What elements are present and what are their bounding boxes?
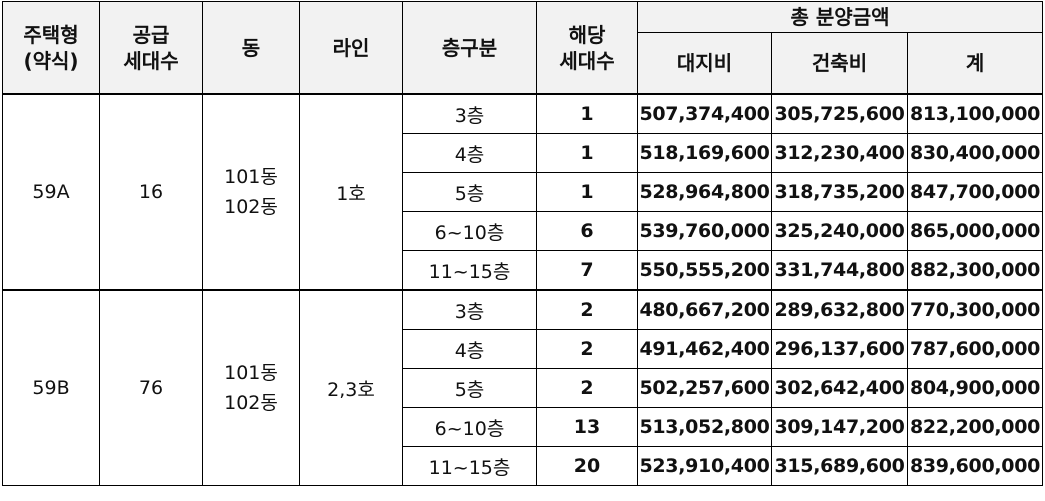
table-row: 5층 2 502,257,600 302,642,400 804,900,000 (3, 368, 1044, 408)
cell-units: 7 (536, 250, 638, 291)
group-59b: 59B 76 101동 102동 2,3호 3층 2 480,667,200 289,632,8… (2, 289, 1044, 486)
cell-dong: 101동 102동 (202, 289, 300, 486)
cell-supply: 16 (99, 93, 203, 291)
header-floor: 층구분 (402, 1, 537, 95)
cell-land: 550,555,200 (637, 250, 772, 291)
cell-floor: 11~15층 (402, 446, 537, 486)
cell-units: 20 (536, 446, 638, 486)
table-row: 5층 1 528,964,800 318,735,200 847,700,000 (3, 172, 1044, 212)
cell-type: 59B (2, 289, 100, 486)
cell-sum: 770,300,000 (906, 289, 1044, 330)
cell-land: 502,257,600 (637, 368, 772, 408)
header-type-line1: 주택형 (23, 22, 79, 47)
cell-sum: 865,000,000 (906, 211, 1044, 251)
cell-land: 523,910,400 (637, 446, 772, 486)
cell-sum: 882,300,000 (906, 250, 1044, 291)
header-units-line2: 세대수 (559, 48, 615, 73)
header-line: 라인 (299, 1, 403, 95)
cell-land: 539,760,000 (637, 211, 772, 251)
cell-units: 2 (536, 329, 638, 369)
cell-floor: 6~10층 (402, 407, 537, 447)
cell-sum: 787,600,000 (906, 329, 1044, 369)
header-type-line2: (약식) (23, 48, 79, 73)
header-supply-line2: 세대수 (123, 48, 179, 73)
cell-sum: 847,700,000 (906, 172, 1044, 212)
cell-building: 312,230,400 (771, 133, 908, 173)
cell-floor: 5층 (402, 172, 537, 212)
cell-floor: 5층 (402, 368, 537, 408)
cell-units: 1 (536, 133, 638, 173)
cell-land: 518,169,600 (637, 133, 772, 173)
cell-land: 513,052,800 (637, 407, 772, 447)
dong-label: 101동 (224, 362, 278, 384)
cell-building: 302,642,400 (771, 368, 908, 408)
header-total-price: 총 분양금액 (636, 1, 1044, 33)
cell-units: 1 (536, 172, 638, 212)
cell-line: 1호 (299, 93, 403, 291)
table-row: 4층 2 491,462,400 296,137,600 787,600,000 (3, 329, 1044, 369)
cell-units: 13 (536, 407, 638, 447)
cell-dong: 101동 102동 (202, 93, 300, 291)
cell-units: 6 (536, 211, 638, 251)
header-building: 건축비 (771, 32, 908, 95)
cell-land: 528,964,800 (637, 172, 772, 212)
group-59a: 59A 16 101동 102동 1호 3층 1 507,374,400 305,725,600… (2, 93, 1044, 291)
cell-building: 318,735,200 (771, 172, 908, 212)
cell-floor: 6~10층 (402, 211, 537, 251)
table-row: 11~15층 20 523,910,400 315,689,600 839,600,00… (3, 446, 1044, 486)
cell-building: 325,240,000 (771, 211, 908, 251)
cell-units: 2 (536, 368, 638, 408)
header-sum: 계 (906, 32, 1044, 95)
cell-floor: 11~15층 (402, 250, 537, 291)
cell-sum: 830,400,000 (906, 133, 1044, 173)
header-dong: 동 (202, 1, 300, 95)
cell-line: 2,3호 (299, 289, 403, 486)
cell-building: 305,725,600 (771, 93, 908, 134)
header-supply-line1: 공급 (132, 22, 170, 47)
cell-building: 296,137,600 (771, 329, 908, 369)
cell-sum: 804,900,000 (906, 368, 1044, 408)
cell-building: 309,147,200 (771, 407, 908, 447)
cell-units: 1 (536, 93, 638, 134)
cell-building: 289,632,800 (771, 289, 908, 330)
dong-label: 102동 (224, 196, 278, 218)
cell-sum: 813,100,000 (906, 93, 1044, 134)
table-row: 59A 16 101동 102동 1호 3층 1 507,374,400 305,725,600… (2, 93, 1044, 291)
header-land: 대지비 (637, 32, 772, 95)
cell-building: 315,689,600 (771, 446, 908, 486)
cell-floor: 3층 (402, 289, 537, 330)
table-row: 4층 1 518,169,600 312,230,400 830,400,000 (3, 133, 1044, 173)
table-row: 6~10층 6 539,760,000 325,240,000 865,000,000 (3, 211, 1044, 251)
cell-floor: 4층 (402, 329, 537, 369)
price-table: 주택형 (약식) 공급 세대수 동 라인 층구분 해당 세대수 총 분양금액 대… (2, 1, 1044, 486)
table-row: 59B 76 101동 102동 2,3호 3층 2 480,667,200 289,632,8… (2, 289, 1044, 486)
cell-supply: 76 (99, 289, 203, 486)
header-type: 주택형 (약식) (2, 1, 100, 95)
cell-floor: 3층 (402, 93, 537, 134)
header-units: 해당 세대수 (536, 1, 638, 95)
cell-sum: 822,200,000 (906, 407, 1044, 447)
cell-land: 491,462,400 (637, 329, 772, 369)
cell-land: 480,667,200 (637, 289, 772, 330)
cell-type: 59A (2, 93, 100, 291)
dong-label: 102동 (224, 392, 278, 414)
cell-land: 507,374,400 (637, 93, 772, 134)
table-row: 11~15층 7 550,555,200 331,744,800 882,300,000 (3, 250, 1044, 291)
table-header: 주택형 (약식) 공급 세대수 동 라인 층구분 해당 세대수 총 분양금액 대… (2, 1, 1044, 95)
header-supply: 공급 세대수 (99, 1, 203, 95)
dong-label: 101동 (224, 166, 278, 188)
cell-floor: 4층 (402, 133, 537, 173)
cell-units: 2 (536, 289, 638, 330)
cell-sum: 839,600,000 (906, 446, 1044, 486)
header-units-line1: 해당 (568, 22, 606, 47)
cell-building: 331,744,800 (771, 250, 908, 291)
